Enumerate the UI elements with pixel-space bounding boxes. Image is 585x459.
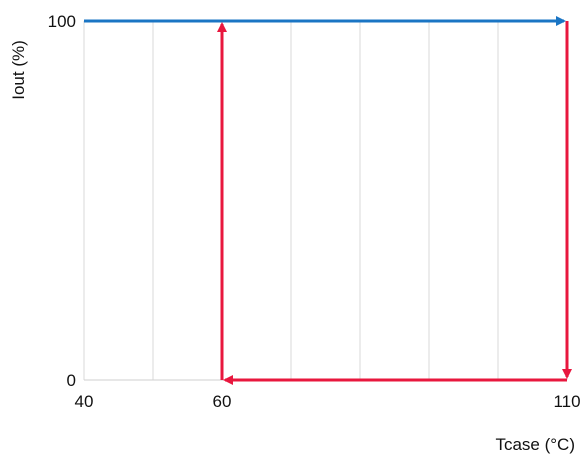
y-tick-label: 0	[67, 371, 76, 390]
y-axis-title: Iout (%)	[9, 40, 28, 100]
x-tick-label: 60	[213, 392, 232, 411]
series-layer	[84, 16, 572, 385]
grid	[83, 21, 568, 381]
x-tick-label: 110	[553, 392, 580, 411]
y-tick-label: 100	[48, 12, 76, 31]
x-tick-label: 40	[75, 392, 94, 411]
x-axis-title: Tcase (°C)	[495, 435, 575, 454]
tick-labels: 40 60 110 0 100	[48, 12, 581, 411]
